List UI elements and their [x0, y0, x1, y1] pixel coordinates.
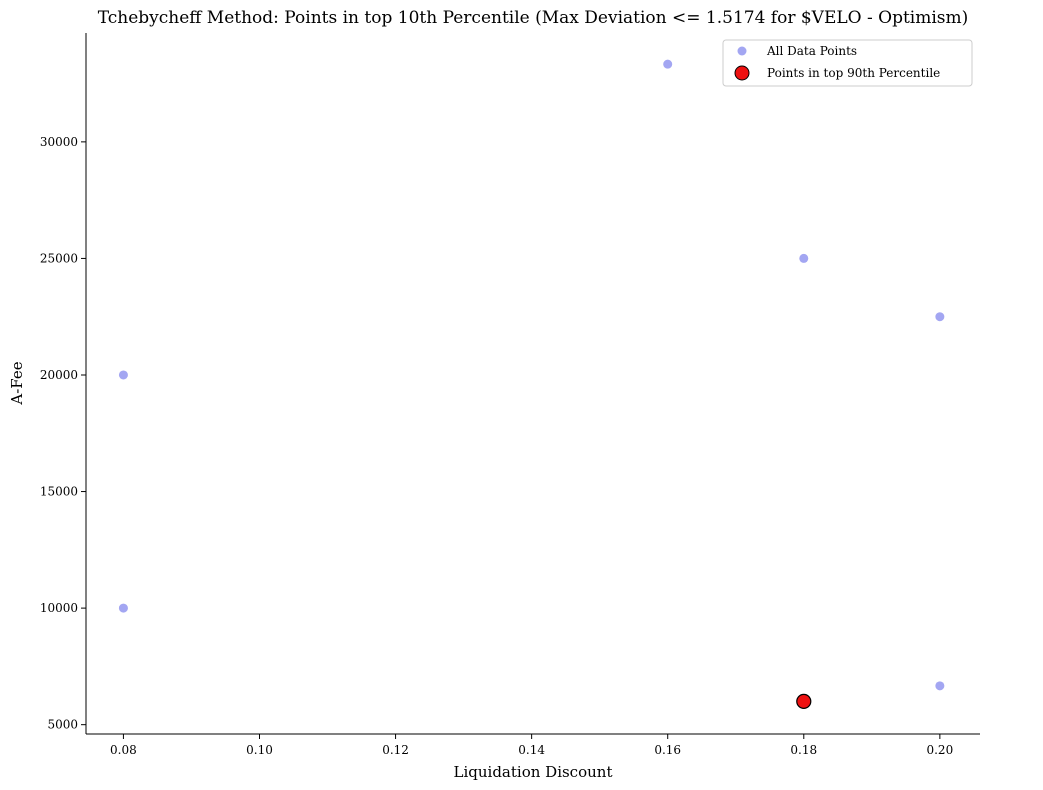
y-tick-label: 25000: [40, 251, 78, 265]
x-tick-label: 0.08: [110, 743, 137, 757]
x-tick-label: 0.18: [790, 743, 817, 757]
data-point: [935, 312, 945, 322]
x-tick-label: 0.12: [382, 743, 409, 757]
data-point: [663, 59, 673, 69]
y-tick-label: 30000: [40, 135, 78, 149]
legend-label-top-percentile: Points in top 90th Percentile: [767, 66, 940, 80]
y-tick-label: 5000: [47, 718, 78, 732]
x-tick-label: 0.10: [246, 743, 273, 757]
highlighted-data-point: [796, 693, 812, 709]
data-point: [799, 253, 809, 263]
legend-marker-all-points: [737, 46, 747, 56]
legend: All Data Points Points in top 90th Perce…: [722, 39, 973, 87]
x-tick-label: 0.16: [654, 743, 681, 757]
data-points: [118, 59, 945, 709]
y-axis-label: A-Fee: [8, 361, 26, 405]
legend-marker-top-percentile: [734, 65, 750, 81]
data-point: [935, 681, 945, 691]
y-tick-label: 20000: [40, 368, 78, 382]
y-tick-label: 10000: [40, 601, 78, 615]
data-point: [118, 603, 128, 613]
x-tick-label: 0.20: [926, 743, 953, 757]
data-point: [118, 370, 128, 380]
y-ticks: 5000 10000 15000 20000 25000 30000: [40, 135, 86, 732]
y-tick-label: 15000: [40, 485, 78, 499]
plot-area: 0.08 0.10 0.12 0.14 0.16 0.18 0.20 5000 10000 15…: [40, 33, 980, 757]
legend-label-all-points: All Data Points: [766, 44, 857, 58]
x-ticks: 0.08 0.10 0.12 0.14 0.16 0.18 0.20: [110, 734, 953, 757]
x-tick-label: 0.14: [518, 743, 545, 757]
x-axis-label: Liquidation Discount: [454, 763, 613, 781]
legend-box: [722, 39, 973, 87]
chart-title: Tchebycheff Method: Points in top 10th P…: [98, 8, 969, 28]
